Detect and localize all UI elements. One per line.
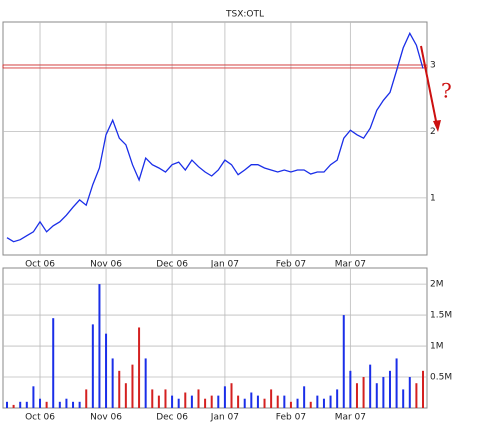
volume-bar	[422, 370, 424, 408]
y-tick-label: 0.5M	[430, 373, 452, 383]
x-tick-label: Feb 07	[276, 260, 306, 270]
volume-bar	[243, 398, 246, 408]
volume-bar	[151, 389, 154, 408]
volume-bar	[52, 318, 55, 408]
volume-bar	[388, 370, 391, 408]
x-tick-label: Nov 06	[90, 260, 122, 270]
x-tick-label: Oct 06	[25, 413, 55, 423]
volume-bar	[124, 383, 127, 408]
volume-bar	[223, 386, 226, 408]
volume-bar	[289, 401, 292, 408]
volume-bar	[197, 389, 200, 408]
volume-bar	[72, 401, 75, 408]
volume-bar	[39, 398, 42, 408]
volume-bar	[12, 404, 15, 408]
y-tick-label: 1M	[430, 342, 444, 352]
plot-frame	[2, 267, 428, 409]
annotation-arrow	[420, 45, 441, 132]
reference-line	[2, 64, 428, 69]
volume-bar	[408, 377, 411, 408]
volume-bar	[177, 398, 180, 408]
volume-bar	[349, 370, 352, 408]
volume-bar	[105, 333, 108, 408]
volume-bar	[263, 398, 266, 408]
chart-title: TSX:OTL	[225, 10, 264, 20]
x-tick-label: Oct 06	[25, 260, 55, 270]
x-tick-label: Jan 07	[210, 413, 239, 423]
volume-bar	[256, 395, 259, 408]
volume-bar	[58, 401, 61, 408]
volume-bar	[164, 389, 167, 408]
volume-bar	[402, 389, 405, 408]
volume-bar	[190, 395, 193, 408]
volume-bar	[250, 392, 253, 408]
volume-bar	[91, 324, 94, 408]
x-tick-label: Mar 07	[335, 260, 366, 270]
volume-bar	[32, 386, 35, 408]
volume-bar	[144, 358, 147, 408]
x-tick-label: Nov 06	[90, 413, 122, 423]
volume-bar	[184, 392, 187, 408]
volume-bar	[171, 395, 174, 408]
volume-bar	[138, 327, 141, 408]
volume-bar	[85, 389, 88, 408]
x-tick-label: Dec 06	[156, 413, 188, 423]
price-line	[6, 31, 424, 243]
volume-bar	[118, 370, 121, 408]
x-tick-label: Jan 07	[210, 260, 239, 270]
x-tick-label: Feb 07	[276, 413, 306, 423]
annotation: ?	[441, 79, 452, 103]
volume-bar	[283, 395, 286, 408]
x-tick-label: Dec 06	[156, 260, 188, 270]
volume-bar	[296, 398, 299, 408]
y-tick-label: 1.5M	[430, 311, 452, 321]
volume-bar	[131, 364, 134, 408]
volume-bar	[25, 401, 28, 408]
volume-bar	[98, 284, 101, 408]
y-tick-label: 3	[430, 61, 436, 71]
plot-frame	[2, 21, 428, 256]
volume-bar	[237, 395, 240, 408]
volume-bar	[395, 358, 398, 408]
volume-bar	[65, 398, 68, 408]
volume-bar	[329, 395, 332, 408]
volume-bar	[210, 395, 213, 408]
volume-bar	[342, 315, 345, 408]
y-tick-label: 2M	[430, 280, 444, 290]
volume-bar	[78, 401, 81, 408]
volume-bar	[369, 364, 372, 408]
volume-bar	[217, 395, 220, 408]
volume-bar	[375, 383, 378, 408]
volume-bar	[355, 383, 358, 408]
volume-bar	[322, 398, 325, 408]
volume-bar	[157, 395, 160, 408]
volume-bar	[362, 377, 365, 408]
volume-bar	[270, 389, 273, 408]
volume-bar	[336, 389, 339, 408]
y-tick-label: 1	[430, 193, 436, 203]
volume-bar	[316, 395, 319, 408]
x-tick-label: Mar 07	[335, 413, 366, 423]
volume-bar	[204, 398, 207, 408]
volume-bar	[276, 395, 279, 408]
volume-bar	[45, 401, 48, 408]
volume-bar	[6, 401, 8, 408]
y-tick-label: 2	[430, 127, 436, 137]
volume-bar	[309, 401, 312, 408]
volume-bar	[111, 358, 114, 408]
volume-bar	[415, 383, 418, 408]
volume-bar	[382, 377, 385, 408]
volume-bar	[19, 401, 22, 408]
volume-bar	[303, 386, 306, 408]
volume-bar	[230, 383, 233, 408]
